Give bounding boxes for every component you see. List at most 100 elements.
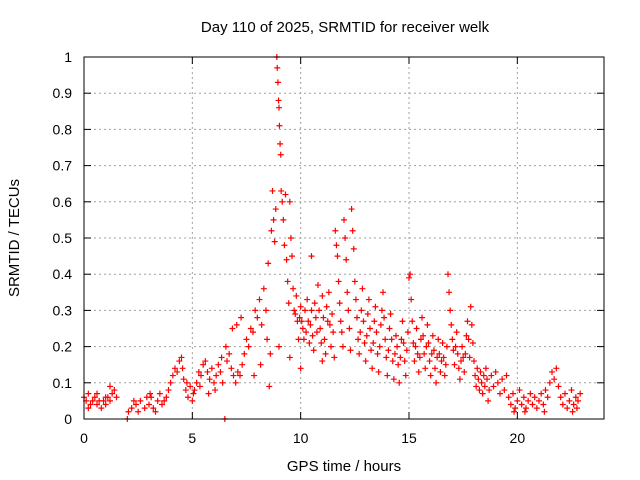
data-point	[443, 343, 450, 350]
data-point	[472, 372, 479, 379]
data-point	[339, 343, 346, 350]
data-point	[467, 303, 474, 310]
data-point	[577, 390, 584, 397]
data-point	[300, 336, 307, 343]
data-point	[426, 358, 433, 365]
y-tick-label: 0.3	[53, 302, 73, 318]
y-tick-label: 0.5	[53, 230, 73, 246]
data-point	[98, 405, 105, 412]
data-point	[260, 285, 267, 292]
data-point	[401, 358, 408, 365]
data-point	[230, 372, 237, 379]
data-point	[141, 405, 148, 412]
data-point	[320, 314, 327, 321]
data-point	[507, 401, 514, 408]
data-point	[518, 401, 525, 408]
data-point	[274, 79, 281, 86]
data-point	[280, 216, 287, 223]
data-point	[421, 350, 428, 357]
data-point	[102, 401, 109, 408]
data-point	[297, 365, 304, 372]
data-point	[505, 394, 512, 401]
data-point	[212, 387, 219, 394]
data-point	[243, 336, 250, 343]
data-point	[161, 397, 168, 404]
data-point	[325, 289, 332, 296]
data-point	[454, 350, 461, 357]
data-point	[303, 329, 310, 336]
data-point	[323, 303, 330, 310]
data-point	[562, 390, 568, 397]
data-point	[245, 343, 252, 350]
data-point	[570, 401, 577, 408]
data-point	[195, 368, 202, 375]
data-point	[411, 358, 418, 365]
data-point	[461, 368, 468, 375]
data-point	[334, 253, 341, 260]
data-point	[485, 397, 492, 404]
data-point	[546, 379, 553, 386]
data-point	[439, 339, 446, 346]
data-point	[529, 401, 536, 408]
y-tick-label: 0.4	[53, 266, 73, 282]
data-point	[479, 390, 486, 397]
data-point	[318, 339, 325, 346]
data-point	[167, 379, 174, 386]
data-point	[400, 339, 407, 346]
data-point	[276, 104, 282, 111]
data-point	[450, 347, 457, 354]
data-point	[196, 383, 203, 390]
data-point	[266, 383, 273, 390]
data-point	[377, 321, 384, 328]
data-point	[459, 343, 466, 350]
data-point	[190, 390, 197, 397]
y-tick-label: 0.1	[53, 375, 73, 391]
x-tick-label: 5	[188, 430, 196, 446]
x-tick-label: 10	[293, 430, 309, 446]
data-point	[202, 358, 209, 365]
data-point	[481, 383, 488, 390]
data-point	[218, 354, 225, 361]
data-point	[182, 387, 189, 394]
data-point	[330, 329, 337, 336]
data-point	[274, 64, 281, 71]
data-point	[319, 292, 326, 299]
data-point	[298, 318, 305, 325]
data-point	[304, 296, 311, 303]
data-point	[191, 387, 198, 394]
data-point	[233, 321, 240, 328]
data-point	[285, 300, 292, 307]
data-point	[523, 405, 529, 412]
data-point	[128, 405, 135, 412]
data-point	[511, 408, 518, 415]
data-point	[364, 311, 371, 318]
data-point	[414, 350, 421, 357]
data-point	[382, 336, 389, 343]
data-point	[277, 140, 284, 147]
data-point	[542, 387, 549, 394]
data-point	[497, 390, 503, 397]
data-point	[329, 311, 336, 318]
data-point	[478, 379, 485, 386]
data-point	[254, 314, 261, 321]
data-point	[383, 354, 390, 361]
data-point	[391, 350, 398, 357]
data-point	[286, 354, 293, 361]
data-point	[311, 300, 318, 307]
data-point	[224, 358, 230, 365]
data-point	[345, 307, 352, 314]
data-point	[477, 368, 484, 375]
data-point	[407, 271, 414, 278]
data-point	[463, 332, 470, 339]
data-point	[85, 405, 92, 412]
data-point	[296, 314, 303, 321]
data-point	[428, 350, 435, 357]
data-point	[293, 292, 300, 299]
data-point	[424, 321, 431, 328]
data-point	[462, 350, 469, 357]
data-point	[257, 361, 264, 368]
data-point	[91, 394, 98, 401]
data-point	[499, 376, 506, 383]
data-point	[156, 390, 163, 397]
